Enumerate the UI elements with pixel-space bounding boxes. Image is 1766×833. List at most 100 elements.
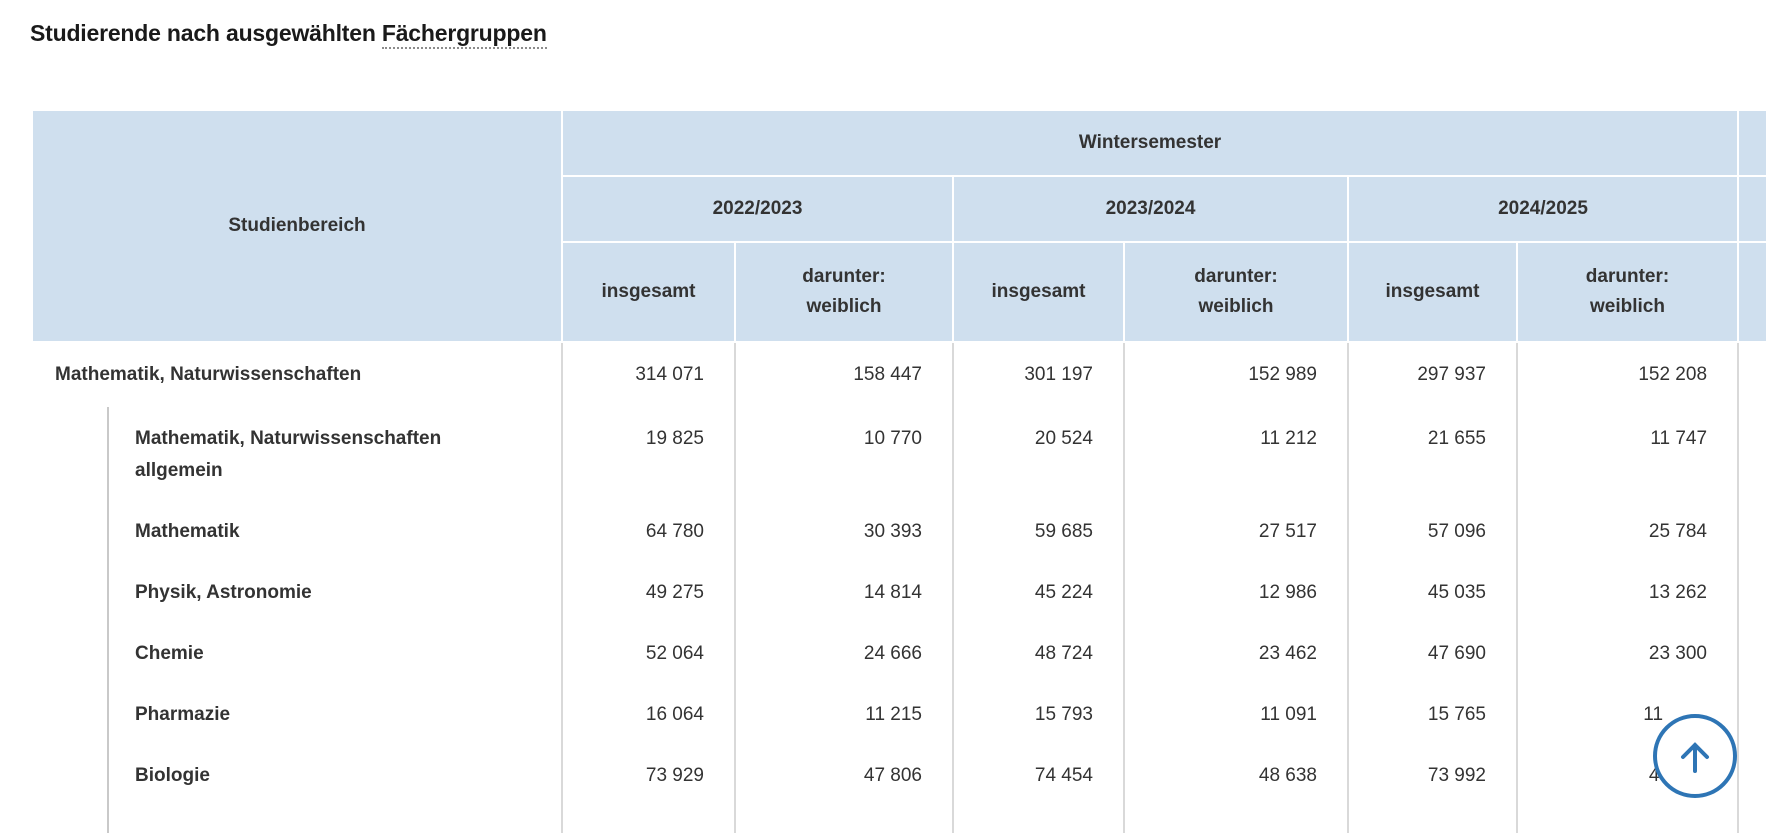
value-cell: 45 224	[953, 561, 1125, 622]
value-cell: 45 035	[1348, 561, 1518, 622]
row-label-text: Mathematik	[135, 521, 240, 542]
students-by-subject-table: Studienbereich Wintersemester 2022/2023 …	[31, 109, 1766, 833]
value-cell: 47 806	[735, 744, 954, 833]
column-header-weiblich: darunter: weiblich	[734, 241, 954, 343]
value-cell: 12 986	[1124, 561, 1349, 622]
value-cell: 158 447	[735, 342, 954, 407]
value-cell: 11 215	[735, 683, 954, 744]
row-label-text: Mathematik, Naturwissenschaften allgemei…	[135, 428, 442, 481]
value-cell: 11 747	[1517, 407, 1740, 500]
row-label-text: Chemie	[135, 643, 204, 664]
row-label-text: Mathematik, Naturwissenschaften	[55, 364, 362, 385]
value-cell: 13 262	[1517, 561, 1740, 622]
header-row-group: Studienbereich Wintersemester	[31, 109, 1766, 343]
cutoff-column-header	[1737, 241, 1766, 343]
value-cell: 73 929	[562, 744, 736, 833]
table-header: Studienbereich Wintersemester 2022/2023 …	[31, 109, 1766, 343]
table-body: Mathematik, Naturwissenschaften 314 071 …	[32, 342, 1766, 833]
column-header-weiblich: darunter: weiblich	[1123, 241, 1349, 343]
table-container: Studienbereich Wintersemester 2022/2023 …	[31, 109, 1766, 833]
row-label-text: Pharmazie	[135, 704, 231, 725]
row-label: Mathematik, Naturwissenschaften	[32, 342, 563, 407]
indent-line	[107, 407, 109, 500]
value-cell: 47 690	[1348, 622, 1518, 683]
table-row: Physik, Astronomie 49 275 14 814 45 224 …	[32, 561, 1766, 622]
column-header-studienbereich: Studienbereich	[31, 109, 563, 343]
value-cell: 11 212	[1124, 407, 1349, 500]
header-row-years: 2022/2023 2023/2024 2024/2025	[32, 175, 1766, 243]
cutoff-cell	[1738, 622, 1766, 683]
value-cell: 301 197	[953, 342, 1125, 407]
value-cell: 24 666	[735, 622, 954, 683]
value-cell: 57 096	[1348, 500, 1518, 561]
cutoff-column-header	[1737, 175, 1766, 243]
value-cell: 73 992	[1348, 744, 1518, 833]
row-label: Chemie	[32, 622, 563, 683]
value-cell: 297 937	[1348, 342, 1518, 407]
value-cell: 19 825	[562, 407, 736, 500]
value-cell: 10 770	[735, 407, 954, 500]
value-cell: 52 064	[562, 622, 736, 683]
value-cell: 15 793	[953, 683, 1125, 744]
column-header-weiblich: darunter: weiblich	[1515, 241, 1740, 343]
column-header-wintersemester: Wintersemester	[560, 109, 1740, 177]
value-cell: 48 724	[953, 622, 1125, 683]
value-cell: 74 454	[953, 744, 1125, 833]
value-cell: 59 685	[953, 500, 1125, 561]
value-cell: 21 655	[1348, 407, 1518, 500]
cutoff-cell	[1738, 342, 1766, 407]
column-header-insgesamt: insgesamt	[1347, 241, 1518, 343]
column-header-insgesamt: insgesamt	[561, 241, 736, 343]
table-row: Mathematik 64 780 30 393 59 685 27 517 5…	[32, 500, 1766, 561]
cutoff-cell	[1738, 683, 1766, 744]
scroll-to-top-button[interactable]	[1653, 714, 1737, 798]
cutoff-column-header	[1737, 109, 1766, 177]
cutoff-cell	[1738, 561, 1766, 622]
table-row: Pharmazie 16 064 11 215 15 793 11 091 15…	[32, 683, 1766, 744]
title-term-link[interactable]: Fächergruppen	[381, 20, 547, 49]
value-cell: 23 462	[1124, 622, 1349, 683]
column-header-year-2023-2024: 2023/2024	[952, 175, 1349, 243]
row-label-text: Biologie	[135, 765, 210, 786]
value-cell: 30 393	[735, 500, 954, 561]
value-cell: 27 517	[1124, 500, 1349, 561]
value-cell: 64 780	[562, 500, 736, 561]
indent-line	[107, 561, 109, 622]
indent-line	[107, 683, 109, 744]
indent-line	[107, 744, 109, 833]
column-header-insgesamt: insgesamt	[952, 241, 1125, 343]
table-row: Mathematik, Naturwissenschaften allgemei…	[32, 407, 1766, 500]
value-cell: 23 300	[1517, 622, 1740, 683]
row-label-text: Physik, Astronomie	[135, 582, 312, 603]
value-cell: 11 091	[1124, 683, 1349, 744]
column-header-year-2024-2025: 2024/2025	[1346, 175, 1740, 243]
cutoff-cell	[1738, 500, 1766, 561]
indent-line	[107, 500, 109, 561]
value-cell: 152 208	[1517, 342, 1740, 407]
value-cell: 152 989	[1124, 342, 1349, 407]
value-cell: 14 814	[735, 561, 954, 622]
value-cell: 25 784	[1517, 500, 1740, 561]
table-row: Chemie 52 064 24 666 48 724 23 462 47 69…	[32, 622, 1766, 683]
row-label: Mathematik	[32, 500, 563, 561]
row-label: Pharmazie	[32, 683, 563, 744]
table-row: Biologie 73 929 47 806 74 454 48 638 73 …	[32, 744, 1766, 833]
table-row: Mathematik, Naturwissenschaften 314 071 …	[32, 342, 1766, 407]
row-label: Physik, Astronomie	[32, 561, 563, 622]
value-cell: 49 275	[562, 561, 736, 622]
value-cell: 48 638	[1124, 744, 1349, 833]
value-cell: 20 524	[953, 407, 1125, 500]
page-title: Studierende nach ausgewählten Fächergrup…	[30, 18, 547, 49]
row-label: Mathematik, Naturwissenschaften allgemei…	[32, 407, 563, 500]
arrow-up-icon	[1681, 742, 1709, 773]
cutoff-cell	[1738, 407, 1766, 500]
column-header-year-2022-2023: 2022/2023	[561, 175, 954, 243]
row-label: Biologie	[32, 744, 563, 833]
indent-line	[107, 622, 109, 683]
header-row-measures: insgesamt darunter: weiblich insgesamt d…	[32, 241, 1766, 343]
cutoff-cell	[1738, 744, 1766, 833]
value-cell: 15 765	[1348, 683, 1518, 744]
title-prefix: Studierende nach ausgewählten	[30, 20, 382, 46]
value-cell: 314 071	[562, 342, 736, 407]
